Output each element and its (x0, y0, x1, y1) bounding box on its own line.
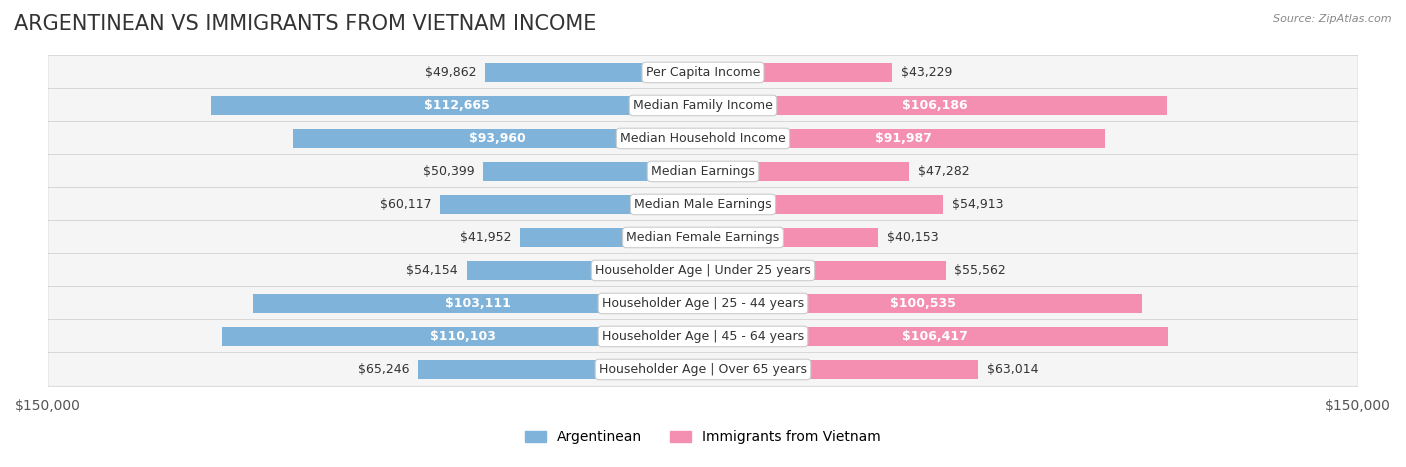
FancyBboxPatch shape (48, 319, 1358, 354)
FancyBboxPatch shape (48, 56, 1358, 89)
Bar (292, 129, 703, 148)
Bar (253, 294, 703, 312)
Text: $49,862: $49,862 (425, 66, 477, 79)
Bar (703, 129, 1105, 148)
Bar (440, 195, 703, 213)
Bar (211, 96, 703, 114)
Bar (703, 195, 943, 213)
Bar (703, 228, 879, 247)
Bar (703, 294, 1142, 312)
Bar (467, 262, 703, 280)
Text: $54,913: $54,913 (952, 198, 1002, 211)
Text: $106,417: $106,417 (903, 330, 969, 343)
FancyBboxPatch shape (48, 155, 1358, 188)
Text: $103,111: $103,111 (444, 297, 510, 310)
Bar (482, 163, 703, 181)
Text: Householder Age | 45 - 64 years: Householder Age | 45 - 64 years (602, 330, 804, 343)
FancyBboxPatch shape (48, 254, 1358, 287)
Text: $60,117: $60,117 (380, 198, 432, 211)
Text: $47,282: $47,282 (918, 165, 970, 178)
Text: ARGENTINEAN VS IMMIGRANTS FROM VIETNAM INCOME: ARGENTINEAN VS IMMIGRANTS FROM VIETNAM I… (14, 14, 596, 34)
Text: $41,952: $41,952 (460, 231, 510, 244)
Text: $43,229: $43,229 (900, 66, 952, 79)
Text: Householder Age | 25 - 44 years: Householder Age | 25 - 44 years (602, 297, 804, 310)
Text: Householder Age | Under 25 years: Householder Age | Under 25 years (595, 264, 811, 277)
Bar (418, 361, 703, 379)
Text: Per Capita Income: Per Capita Income (645, 66, 761, 79)
Bar (703, 262, 946, 280)
Text: Median Earnings: Median Earnings (651, 165, 755, 178)
Text: $110,103: $110,103 (430, 330, 495, 343)
Text: $54,154: $54,154 (406, 264, 458, 277)
Legend: Argentinean, Immigrants from Vietnam: Argentinean, Immigrants from Vietnam (520, 425, 886, 450)
Text: Median Male Earnings: Median Male Earnings (634, 198, 772, 211)
Text: $40,153: $40,153 (887, 231, 939, 244)
Bar (703, 327, 1168, 346)
Bar (703, 96, 1167, 114)
Text: Median Female Earnings: Median Female Earnings (627, 231, 779, 244)
Text: $65,246: $65,246 (359, 363, 409, 376)
Bar (703, 64, 891, 82)
FancyBboxPatch shape (48, 89, 1358, 122)
Text: Median Family Income: Median Family Income (633, 99, 773, 112)
Text: $100,535: $100,535 (890, 297, 956, 310)
Text: Median Household Income: Median Household Income (620, 132, 786, 145)
Text: $63,014: $63,014 (987, 363, 1039, 376)
Text: $50,399: $50,399 (423, 165, 474, 178)
Text: $106,186: $106,186 (903, 99, 967, 112)
FancyBboxPatch shape (48, 121, 1358, 156)
Text: $91,987: $91,987 (876, 132, 932, 145)
Bar (703, 163, 910, 181)
Text: $93,960: $93,960 (470, 132, 526, 145)
Bar (520, 228, 703, 247)
FancyBboxPatch shape (48, 353, 1358, 386)
Text: Source: ZipAtlas.com: Source: ZipAtlas.com (1274, 14, 1392, 24)
Bar (222, 327, 703, 346)
Text: $55,562: $55,562 (955, 264, 1007, 277)
Text: $112,665: $112,665 (425, 99, 489, 112)
Text: Householder Age | Over 65 years: Householder Age | Over 65 years (599, 363, 807, 376)
FancyBboxPatch shape (48, 220, 1358, 255)
Bar (485, 64, 703, 82)
FancyBboxPatch shape (48, 287, 1358, 320)
Bar (703, 361, 979, 379)
FancyBboxPatch shape (48, 188, 1358, 221)
